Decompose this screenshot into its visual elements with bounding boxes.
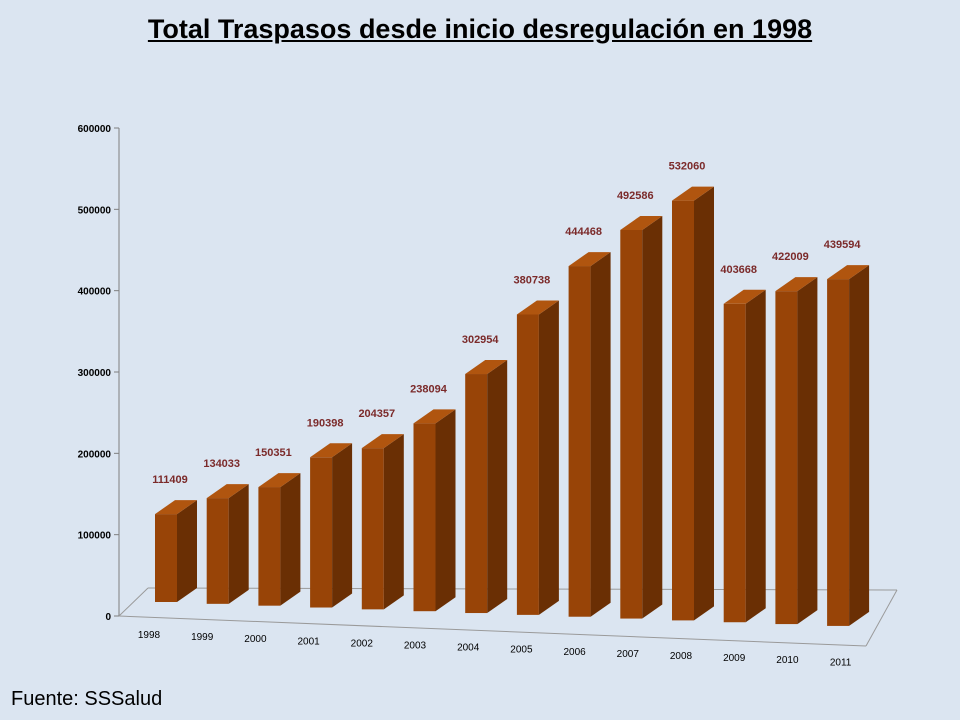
bar-front (258, 487, 281, 606)
x-tick-label: 1999 (191, 632, 214, 643)
bar-front (206, 498, 229, 604)
y-tick-label: 200000 (78, 449, 112, 460)
data-label: 380738 (514, 275, 551, 287)
bar-front (413, 423, 436, 612)
bar-2010 (775, 277, 818, 625)
bar-front (155, 514, 177, 602)
x-tick-label: 1998 (138, 630, 161, 641)
bar-side (642, 215, 663, 619)
bar-2011 (827, 265, 870, 626)
bar-front (672, 200, 694, 621)
bar-2009 (723, 289, 766, 623)
bar-top (413, 409, 456, 424)
y-tick-label: 0 (105, 612, 111, 623)
x-tick-label: 2004 (457, 643, 480, 654)
bar-top (465, 360, 508, 375)
bar-side (228, 484, 249, 604)
bar-side (435, 409, 456, 612)
x-tick-label: 2008 (670, 651, 693, 662)
bar-top (672, 186, 714, 201)
y-tick-label: 400000 (78, 287, 112, 298)
data-labels: 111409 134033 150351 190398 204357 238094 3029… (152, 161, 861, 486)
bar-side (487, 360, 508, 614)
bar-side (590, 252, 611, 617)
x-tick-label: 2001 (297, 636, 320, 647)
bar-2003 (413, 409, 456, 612)
x-tick-label: 2003 (404, 641, 427, 652)
bar-side (694, 186, 714, 621)
x-tick-label: 2005 (510, 645, 533, 656)
slide-title: Total Traspasos desde inicio desregulaci… (147, 14, 813, 44)
bars (155, 186, 870, 626)
bar-top (568, 252, 611, 267)
bar-front (723, 303, 746, 623)
data-label: 403668 (720, 264, 757, 276)
bar-top (310, 443, 353, 458)
bar-side (538, 300, 559, 615)
bar-top (206, 484, 249, 499)
bar-top (723, 289, 766, 304)
bar-top (258, 473, 301, 488)
bar-2007 (620, 215, 663, 619)
data-label: 238094 (410, 383, 448, 395)
bar-front (775, 291, 798, 625)
bar-2000 (258, 473, 301, 606)
bar-front (568, 266, 591, 617)
x-tick-label: 2009 (723, 653, 746, 664)
bar-side (177, 500, 197, 602)
source-note: Fuente: SSSalud (11, 688, 163, 710)
bar-front (516, 314, 539, 615)
bar-2005 (516, 300, 559, 615)
data-label: 439594 (824, 239, 862, 251)
data-label: 204357 (358, 408, 395, 420)
data-label: 492586 (617, 190, 654, 202)
x-axis-labels: 1998 1999 2000 2001 2002 2003 2004 2005 2006 2007… (138, 630, 852, 668)
x-tick-label: 2010 (776, 655, 799, 666)
data-label: 422009 (772, 251, 809, 263)
y-axis: 0 100000 200000 300000 400000 500000 600000 (78, 124, 119, 623)
x-tick-label: 2007 (617, 649, 640, 660)
x-tick-label: 2000 (244, 634, 267, 645)
bar-top (620, 215, 663, 230)
bar-front (310, 457, 333, 608)
data-label: 444468 (565, 226, 602, 238)
data-label: 302954 (462, 334, 500, 346)
bar-top (516, 300, 559, 315)
bar-side (849, 265, 870, 626)
x-tick-label: 2002 (351, 638, 374, 649)
data-label: 532060 (669, 161, 706, 173)
y-tick-label: 500000 (78, 205, 112, 216)
bar-front (620, 229, 643, 619)
bar-top (361, 434, 404, 449)
bar-top (155, 500, 197, 515)
bar-side (383, 434, 404, 610)
bar-top (827, 265, 870, 280)
bar-top (775, 277, 818, 292)
x-tick-label: 2006 (563, 647, 586, 658)
bar-side (797, 277, 818, 625)
bar-front (361, 448, 384, 610)
bar-2002 (361, 434, 404, 610)
y-tick-label: 100000 (78, 531, 112, 542)
data-label: 134033 (203, 458, 240, 470)
bar-side (332, 443, 353, 608)
bar-front (827, 279, 850, 626)
bar-2006 (568, 252, 611, 617)
bar-2001 (310, 443, 353, 608)
bar-2008 (672, 186, 714, 621)
bar-front (465, 374, 488, 614)
bar-1999 (206, 484, 249, 604)
data-label: 111409 (152, 474, 188, 486)
x-tick-label: 2011 (830, 657, 852, 668)
bar-side (280, 473, 301, 606)
bar-1998 (155, 500, 197, 602)
bar-2004 (465, 360, 508, 614)
y-tick-label: 600000 (78, 124, 112, 135)
data-label: 190398 (307, 417, 344, 429)
data-label: 150351 (255, 447, 292, 459)
bar-side (745, 289, 766, 623)
y-tick-label: 300000 (78, 368, 112, 379)
